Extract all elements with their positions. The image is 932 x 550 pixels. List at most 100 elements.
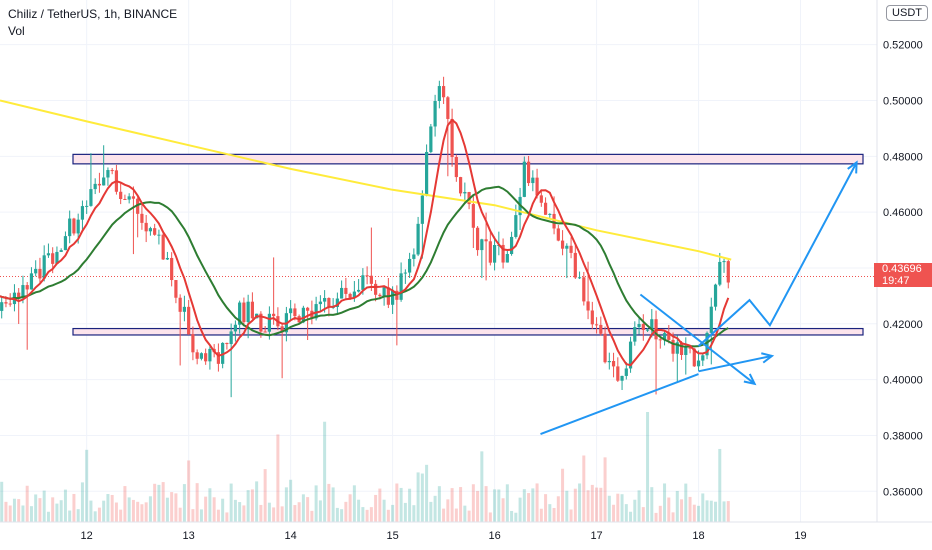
volume-bar xyxy=(493,489,497,522)
volume-bar xyxy=(510,510,514,522)
candle-body xyxy=(722,261,726,263)
candle-body xyxy=(662,333,667,340)
volume-bar xyxy=(8,505,12,522)
volume-bar xyxy=(374,494,378,522)
candle-body xyxy=(182,306,187,312)
volume-bar xyxy=(68,510,72,522)
candle-body xyxy=(501,244,505,263)
volume-bar xyxy=(433,495,437,522)
ma-mid-line xyxy=(0,185,729,348)
volume-bar xyxy=(348,494,352,522)
volume-bar xyxy=(582,455,586,522)
volume-bar xyxy=(637,490,641,522)
arrow-head xyxy=(761,352,775,364)
candle-body xyxy=(450,118,454,158)
candle-body xyxy=(582,277,586,302)
volume-bar xyxy=(178,507,182,522)
arrow-drawing[interactable] xyxy=(639,293,756,385)
volume-bar xyxy=(225,512,229,522)
candle-body xyxy=(293,308,297,317)
volume-bar xyxy=(182,484,186,522)
candle-body xyxy=(161,234,165,260)
time-axis[interactable]: 12 13 14 15 16 17 18 19 xyxy=(81,530,807,542)
candle-body xyxy=(624,368,628,376)
candle-body xyxy=(552,213,556,229)
volume-bar xyxy=(501,498,505,522)
volume-bar xyxy=(684,483,688,522)
volume-bar xyxy=(297,502,301,522)
volume-bar xyxy=(365,509,369,522)
candle-body xyxy=(250,301,254,319)
volume-bar xyxy=(323,421,327,522)
volume-bar xyxy=(408,488,412,522)
volume-bar xyxy=(403,502,407,522)
volume-bar xyxy=(569,509,573,522)
candle-body xyxy=(93,183,97,190)
volume-bar xyxy=(46,511,50,522)
candle-body xyxy=(102,177,106,186)
volume-bar xyxy=(344,501,348,522)
candle-body xyxy=(705,332,709,356)
volume-bar xyxy=(331,487,335,522)
volume-bar xyxy=(93,511,97,522)
trend-line-drawing[interactable] xyxy=(540,373,699,436)
candle-body xyxy=(633,327,637,342)
candle-body xyxy=(357,289,361,292)
volume-bar xyxy=(29,506,33,522)
candle-body xyxy=(616,366,620,381)
candle-body xyxy=(165,257,170,260)
candle-body xyxy=(573,252,577,278)
candle-body xyxy=(344,287,348,294)
volume-bar xyxy=(250,489,254,522)
volume-bar xyxy=(629,511,633,522)
volume-bar xyxy=(726,501,730,522)
volume-bar xyxy=(437,486,441,522)
volume-bar xyxy=(539,508,543,522)
candle-body xyxy=(89,189,93,206)
candle-body xyxy=(514,215,518,237)
candle-body xyxy=(199,353,204,359)
path-arrow-drawing[interactable] xyxy=(697,162,858,347)
price-tick-label: 0.42000 xyxy=(883,319,923,331)
candle-body xyxy=(29,273,34,290)
candle-body xyxy=(726,261,730,283)
candle-body xyxy=(55,251,59,264)
volume-bar xyxy=(34,494,38,522)
support-zone[interactable] xyxy=(72,327,864,336)
currency-button[interactable]: USDT xyxy=(886,5,928,21)
candle-body xyxy=(340,287,344,299)
volume-bar xyxy=(544,494,548,522)
symbol-title: Chiliz / TetherUS, 1h, BINANCE xyxy=(8,7,178,21)
volume-bar xyxy=(59,500,63,522)
volume-bar xyxy=(340,509,344,522)
volume-bar xyxy=(76,509,80,522)
candle-body xyxy=(352,291,356,298)
volume-bar xyxy=(488,512,492,522)
arrow-head xyxy=(847,160,858,174)
volume-bar xyxy=(187,460,191,522)
volume-bar xyxy=(590,484,594,522)
price-tick-label: 0.48000 xyxy=(883,151,923,163)
volume-bar xyxy=(314,485,318,522)
candle-body xyxy=(637,324,641,328)
time-tick-label: 16 xyxy=(488,530,500,542)
volume-bar xyxy=(612,504,616,522)
candle-body xyxy=(433,100,437,127)
candle-body xyxy=(679,342,684,355)
arrow-drawing[interactable] xyxy=(698,354,773,373)
candle-body xyxy=(178,297,182,312)
volume-bar xyxy=(110,494,114,522)
volume-bar xyxy=(327,483,331,522)
candle-body xyxy=(229,331,233,345)
candle-body xyxy=(289,308,293,314)
volume-bar xyxy=(688,496,692,522)
volume-bar xyxy=(157,484,161,522)
volume-bar xyxy=(471,484,475,522)
candle-body xyxy=(458,177,463,194)
candle-body xyxy=(403,272,407,274)
candle-body xyxy=(484,239,488,242)
price-tick-label: 0.40000 xyxy=(883,375,923,387)
volume-bar xyxy=(55,503,59,522)
volume-bar xyxy=(556,496,560,522)
volume-bar xyxy=(212,497,216,522)
